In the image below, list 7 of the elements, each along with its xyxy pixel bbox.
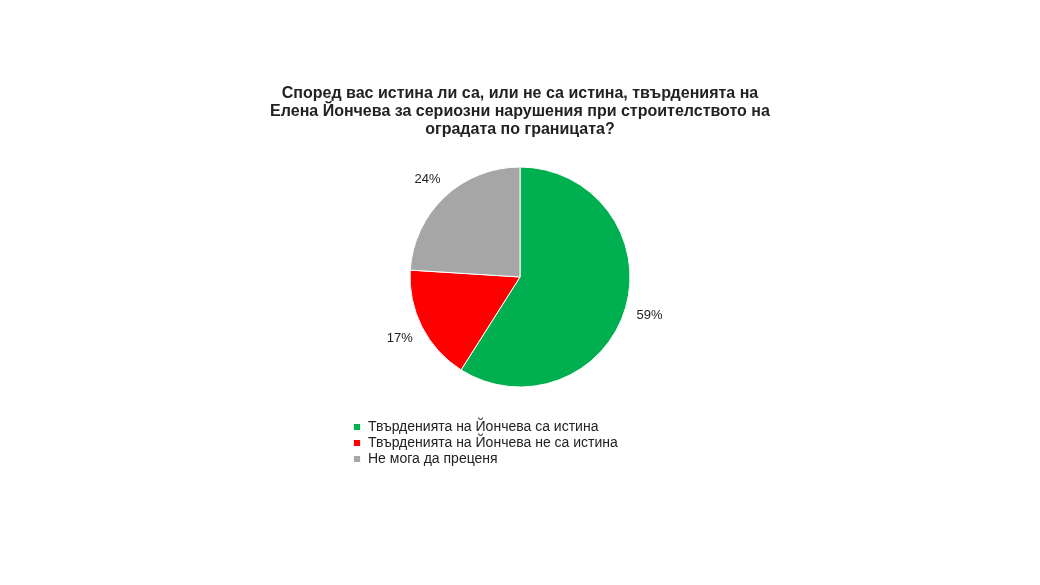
data-label: 59% — [636, 306, 664, 322]
data-label: 24% — [414, 170, 442, 186]
chart-title: Според вас истина ли са, или не са истина, твърденията на Елена Йончева за сериозни нарушения при строителството на оградата по границата? — [270, 84, 770, 137]
data-label: 17% — [386, 330, 414, 346]
legend-label: Твърденията на Йончева не са истина — [368, 433, 619, 450]
legend-label: Не мога да преценя — [368, 450, 498, 466]
legend-label: Твърденията на Йончева са истина — [368, 417, 599, 434]
